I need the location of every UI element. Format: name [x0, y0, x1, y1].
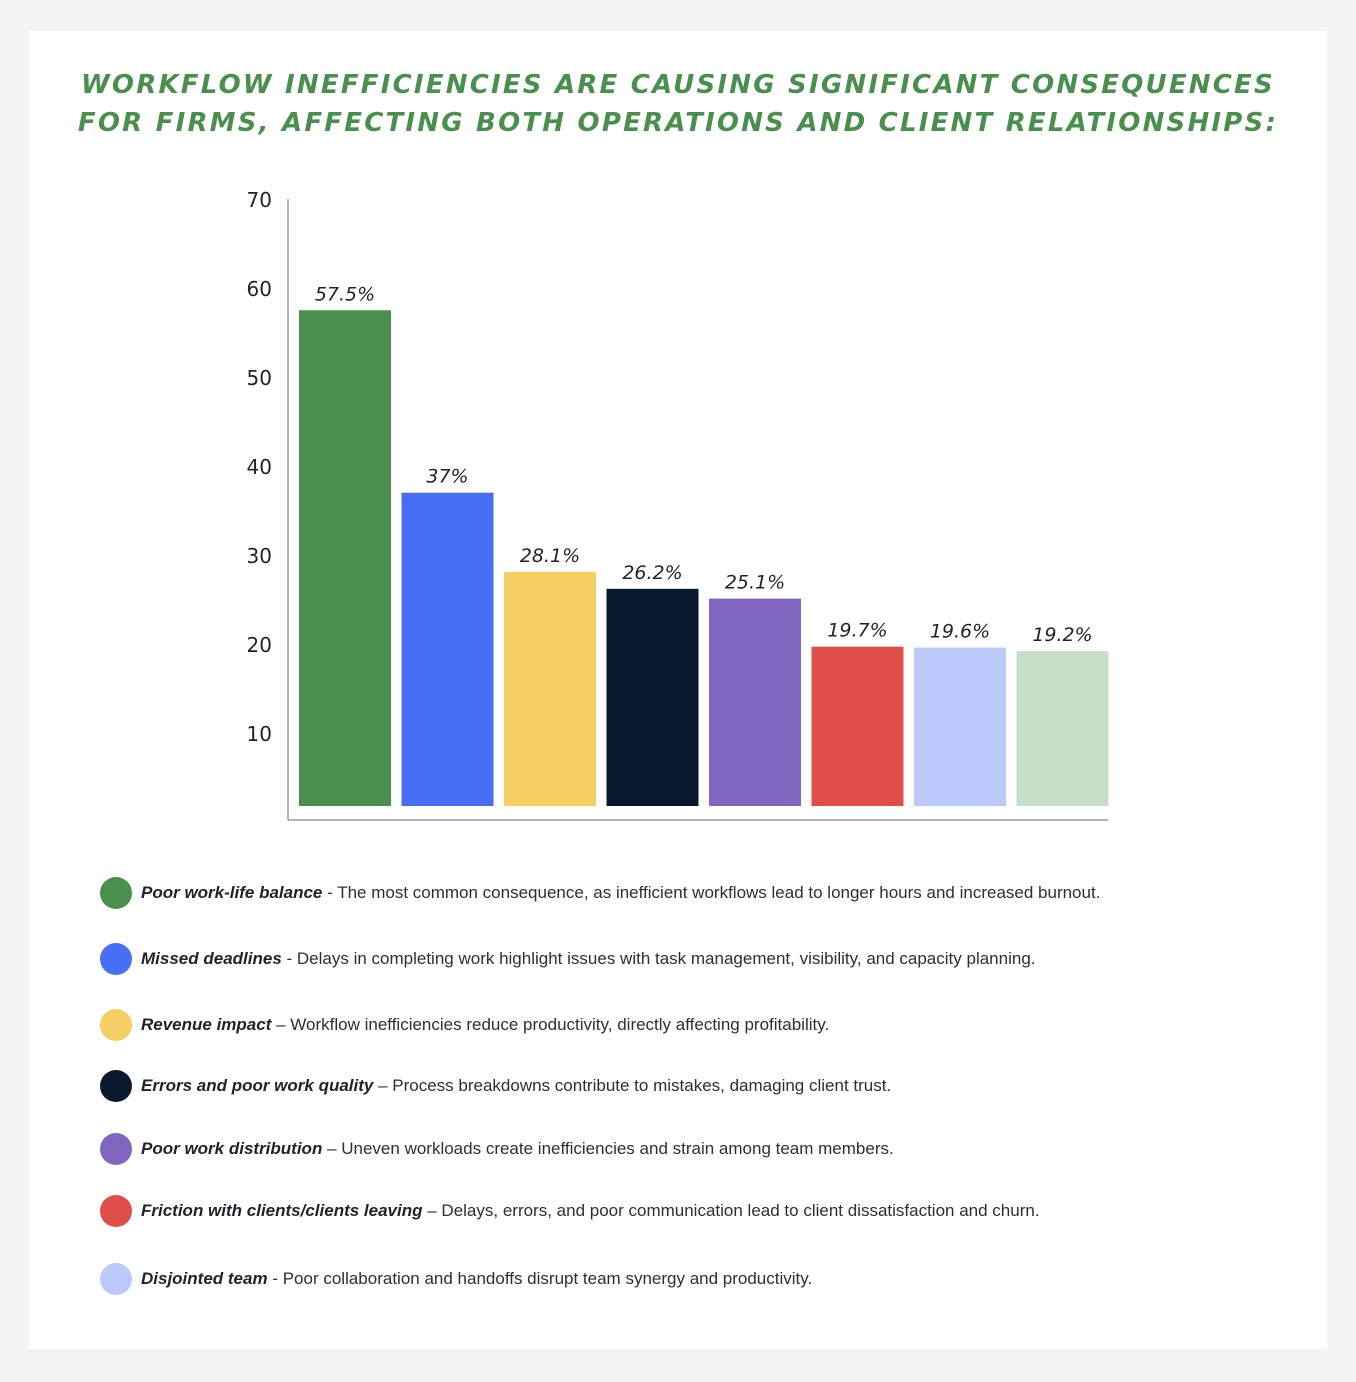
legend-item: Disjointed team - Poor collaboration and… [100, 1262, 812, 1296]
bar-data-label: 37% [426, 466, 468, 488]
legend-item-description: - The most common consequence, as ineffi… [322, 883, 1101, 902]
legend-text: Poor work-life balance - The most common… [141, 883, 1100, 903]
legend-item-description: - Poor collaboration and handoffs disrup… [267, 1269, 813, 1288]
legend-text: Disjointed team - Poor collaboration and… [141, 1269, 812, 1289]
bar-data-label: 57.5% [315, 283, 375, 305]
legend-item-description: – Delays, errors, and poor communication… [422, 1201, 1040, 1220]
bar [504, 571, 596, 806]
bar [914, 647, 1006, 806]
legend-text: Errors and poor work quality – Process b… [141, 1076, 891, 1096]
legend-item-description: - Delays in completing work highlight is… [281, 949, 1036, 968]
legend-dot-icon [100, 1070, 132, 1102]
legend-item-title: Errors and poor work quality [141, 1076, 374, 1095]
bar [401, 492, 494, 806]
legend-item-title: Disjointed team [141, 1269, 268, 1288]
legend-dot-icon [100, 877, 132, 909]
bar-data-label: 19.2% [1032, 624, 1092, 646]
legend-item: Missed deadlines - Delays in completing … [100, 942, 1036, 976]
legend-item: Errors and poor work quality – Process b… [100, 1069, 891, 1103]
legend-dot-icon [100, 1263, 132, 1295]
legend-text: Revenue impact – Workflow inefficiencies… [141, 1015, 829, 1035]
bar [811, 646, 904, 806]
y-tick-label: 70 [247, 188, 272, 212]
legend-item-title: Revenue impact [141, 1015, 272, 1034]
legend-dot-icon [100, 1195, 132, 1227]
legend-item-description: – Process breakdowns contribute to mista… [373, 1076, 892, 1095]
legend-text: Missed deadlines - Delays in completing … [141, 949, 1036, 969]
y-tick-label: 30 [247, 544, 272, 568]
bar [606, 588, 699, 806]
bar [1016, 651, 1109, 806]
legend-item-title: Poor work-life balance [141, 883, 323, 902]
y-tick-label: 10 [247, 722, 272, 746]
legend-item-title: Friction with clients/clients leaving [141, 1201, 423, 1220]
bar-chart: 10 20 30 40 50 60 70 57.5% 37% 28.1% 26.2% 25.1% 19.… [247, 188, 1109, 821]
bar [709, 598, 801, 806]
y-tick-label: 60 [247, 277, 272, 301]
y-tick-label: 40 [247, 455, 272, 479]
legend-dot-icon [100, 1133, 132, 1165]
title-line-1: WORKFLOW INEFFICIENCIES ARE CAUSING SIGN… [81, 70, 1275, 100]
legend-item-description: – Workflow inefficiencies reduce product… [271, 1015, 830, 1034]
legend-item-title: Missed deadlines [141, 949, 282, 968]
legend-dot-icon [100, 1009, 132, 1041]
legend-text: Friction with clients/clients leaving – … [141, 1201, 1040, 1221]
legend-item-title: Poor work distribution [141, 1139, 323, 1158]
bar-data-label: 25.1% [725, 572, 785, 594]
legend-item: Poor work-life balance - The most common… [100, 876, 1100, 910]
title-line-2: FOR FIRMS, AFFECTING BOTH OPERATIONS AND… [77, 108, 1279, 138]
bar-data-label: 26.2% [622, 562, 682, 584]
page-title: WORKFLOW INEFFICIENCIES ARE CAUSING SIGN… [0, 66, 1356, 142]
bar-data-label: 19.6% [930, 621, 990, 643]
legend-item: Revenue impact – Workflow inefficiencies… [100, 1008, 829, 1042]
legend-item: Friction with clients/clients leaving – … [100, 1194, 1040, 1228]
bar [299, 310, 391, 806]
legend-item-description: – Uneven workloads create inefficiencies… [322, 1139, 894, 1158]
legend-item: Poor work distribution – Uneven workload… [100, 1132, 894, 1166]
y-tick-label: 20 [247, 633, 272, 657]
bar-data-label: 28.1% [520, 545, 580, 567]
legend-dot-icon [100, 943, 132, 975]
legend-text: Poor work distribution – Uneven workload… [141, 1139, 894, 1159]
bar-data-label: 19.7% [827, 620, 887, 642]
y-tick-label: 50 [247, 366, 272, 390]
